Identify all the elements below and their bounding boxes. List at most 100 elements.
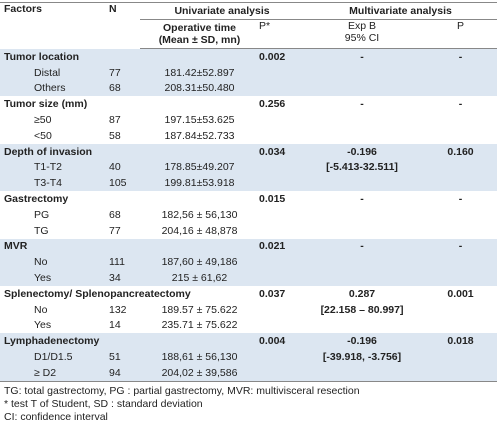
expb-cell: - <box>300 48 421 65</box>
empty-cell <box>300 207 420 223</box>
header-cell: Exp B 95% CI <box>300 19 421 49</box>
sub-row: ≥ D2 94 204,02 ± 39,586 <box>0 364 497 382</box>
p-multi-cell: - <box>420 238 497 255</box>
empty-cell <box>420 112 497 128</box>
group-row: Tumor location 0.002- - <box>0 48 497 65</box>
group-row: Lymphadenectomy 0.004 -0.196 0.018 <box>0 333 497 350</box>
expb-cell: - <box>360 98 364 111</box>
footnote: TG: total gastrectomy, PG : partial gast… <box>4 384 360 397</box>
empty-cell <box>255 364 301 382</box>
empty-cell <box>255 349 301 365</box>
header-cell: Operative time (Mean ± SD, mn) <box>140 19 255 49</box>
empty-cell <box>420 254 497 271</box>
time-cell: 208.31±50.480 <box>140 80 255 97</box>
n-cell: 68 <box>109 208 121 221</box>
label-cell: TG <box>34 224 49 237</box>
empty-cell <box>300 254 421 271</box>
empty-cell <box>255 64 301 81</box>
empty-cell <box>300 318 420 334</box>
time-cell: 182,56 ± 56,130 <box>161 208 238 221</box>
factor-cell: MVR <box>0 238 255 255</box>
time-cell: 215 ± 61,62 <box>140 270 255 286</box>
empty-cell <box>255 128 300 144</box>
empty-cell <box>420 302 497 318</box>
n-cell: 77 <box>109 224 121 237</box>
group-row: Tumor size (mm) 0.256 - - <box>0 96 497 112</box>
empty-cell <box>420 159 497 176</box>
header-text: (Mean ± SD, mn) <box>158 34 241 46</box>
empty-cell <box>255 207 300 223</box>
n-cell: 58 <box>109 129 121 142</box>
expb-cell: -0.196 <box>300 333 421 350</box>
empty-cell <box>420 128 497 144</box>
sub-row: <50 58 187.84±52.733 <box>0 128 497 144</box>
n-cell: 40 <box>105 159 140 176</box>
label-cell: T3-T4 <box>0 175 105 192</box>
header-cell: Multivariate analysis <box>300 2 497 20</box>
group-row: Gastrectomy 0.015 - - <box>0 191 497 207</box>
sub-row: ≥50 87 197.15±53.625 <box>0 112 497 128</box>
p-cell: 0.015 <box>259 193 286 206</box>
time-cell: 178.85±49.207 <box>140 159 255 176</box>
footnotes: TG: total gastrectomy, PG : partial gast… <box>0 385 497 424</box>
factor-cell: Depth of invasion <box>0 143 255 160</box>
ci-cell: [-39.918, -3.756] <box>300 349 421 365</box>
empty-cell <box>300 64 421 81</box>
header-text: Exp B <box>348 20 377 32</box>
n-cell: 132 <box>109 303 127 316</box>
sub-row: No 132 189.57 ± 75.622 [22.158 – 80.997] <box>0 302 497 318</box>
n-cell: 14 <box>109 319 121 332</box>
label-cell: Distal <box>0 64 105 81</box>
table-body: Factors N Univariate analysis Multivaria… <box>0 2 497 382</box>
header-cell: Factors <box>0 2 105 49</box>
empty-cell <box>255 80 301 97</box>
p-cell: 0.037 <box>259 287 286 300</box>
empty-cell <box>255 175 301 192</box>
sub-row: T3-T4 105 199.81±53.918 <box>0 175 497 192</box>
p-multi-cell: 0.160 <box>420 143 497 160</box>
empty-cell <box>255 318 300 334</box>
label-cell: <50 <box>34 129 52 142</box>
expb-cell: 0.287 <box>348 287 376 300</box>
footnote: * test T of Student, SD : standard devia… <box>4 397 203 410</box>
header-cell: P <box>420 19 497 49</box>
label-cell: D1/D1.5 <box>0 349 105 365</box>
empty-cell <box>300 128 420 144</box>
header-row: Operative time (Mean ± SD, mn) P* Exp B 95… <box>0 19 497 49</box>
label-cell: ≥50 <box>34 114 52 127</box>
empty-cell <box>300 175 421 192</box>
p-multi-cell: - <box>420 48 497 65</box>
sub-row: Distal 77 181.42±52.897 <box>0 64 497 81</box>
sub-row: TG 77 204,16 ± 48,878 <box>0 223 497 239</box>
expb-cell: - <box>300 238 421 255</box>
label-cell: Yes <box>0 270 105 286</box>
p-multi-cell: 0.018 <box>420 333 497 350</box>
label-cell: No <box>34 303 48 316</box>
p-cell: 0.256 <box>259 98 286 111</box>
empty-cell <box>420 175 497 192</box>
factor-cell: Lymphadenectomy <box>0 333 255 350</box>
expb-cell: -0.196 <box>300 143 421 160</box>
n-cell: 94 <box>105 364 140 382</box>
empty-cell <box>255 270 301 286</box>
factor-cell: Splenectomy/ Splenopancreatectomy <box>4 287 191 300</box>
factor-cell: Gastrectomy <box>4 193 69 206</box>
expb-cell: - <box>360 193 364 206</box>
time-cell: 197.15±53.625 <box>164 114 235 127</box>
empty-cell <box>420 223 497 239</box>
n-cell: 105 <box>105 175 140 192</box>
time-cell: 235.71 ± 75.622 <box>161 319 238 332</box>
p-cell: 0.002 <box>255 48 301 65</box>
header-text: Operative time <box>163 22 236 34</box>
time-cell: 187.84±52.733 <box>164 129 235 142</box>
empty-cell <box>300 112 420 128</box>
header-cell: P* <box>255 19 301 49</box>
group-row: MVR 0.021- - <box>0 238 497 255</box>
empty-cell <box>300 270 421 286</box>
header-row: Factors N Univariate analysis Multivaria… <box>0 2 497 49</box>
sub-row: T1-T2 40 178.85±49.207 [-5.413-32.511] <box>0 159 497 176</box>
empty-cell <box>300 364 421 382</box>
time-cell: 181.42±52.897 <box>140 64 255 81</box>
time-cell: 199.81±53.918 <box>140 175 255 192</box>
